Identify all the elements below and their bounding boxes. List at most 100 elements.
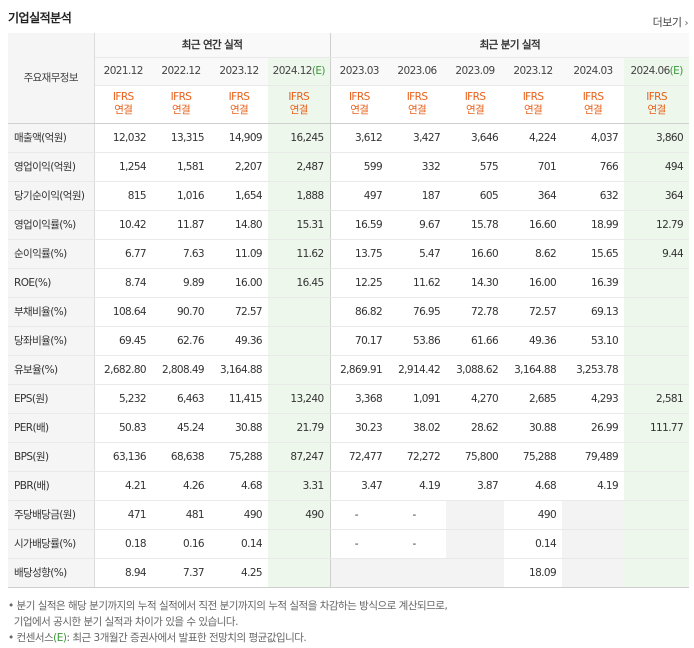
value-cell: 766	[562, 152, 625, 182]
value-cell	[446, 529, 505, 559]
value-cell: 70.17	[329, 326, 389, 356]
row-label: ROE(%)	[8, 268, 95, 298]
value-cell: 5,232	[94, 383, 152, 414]
value-cell: 471	[94, 499, 152, 530]
row-label: PBR(배)	[8, 471, 95, 501]
period-header: 2023.03	[329, 57, 389, 86]
value-cell	[388, 558, 447, 588]
value-cell: 72,272	[388, 442, 447, 472]
table-row: 당기순이익(억원) 815 1,016 1,654 1,888 497 187 605 364 6…	[8, 181, 690, 211]
value-cell: 1,254	[94, 152, 152, 182]
footnote-quarterly: • 분기 실적은 해당 분기까지의 누적 실적에서 직전 분기까지의 누적 실적…	[8, 600, 448, 612]
value-cell: -	[388, 529, 447, 559]
value-cell: 490	[268, 499, 331, 530]
value-cell	[268, 355, 331, 385]
footnotes: • 분기 실적은 해당 분기까지의 누적 실적에서 직전 분기까지의 누적 실적…	[8, 598, 448, 646]
value-cell: 4,270	[446, 383, 505, 414]
value-cell: 575	[446, 152, 505, 182]
value-cell	[268, 558, 331, 588]
table-row: 유보율(%) 2,682.80 2,808.49 3,164.88 2,869.91 2,…	[8, 355, 690, 385]
table-row: 매출액(억원) 12,032 13,315 14,909 16,245 3,612 3,42…	[8, 123, 690, 153]
table-row: 영업이익률(%) 10.42 11.87 14.80 15.31 16.59 9.67 15.…	[8, 209, 690, 240]
value-cell: 8.94	[94, 558, 152, 588]
value-cell: 72.57	[504, 296, 563, 327]
more-link[interactable]: 더보기 ›	[652, 14, 689, 30]
table-row: EPS(원) 5,232 6,463 11,415 13,240 3,368 1,091 4,…	[8, 383, 690, 414]
value-cell: 490	[504, 499, 563, 530]
value-cell	[446, 558, 505, 588]
period-header: 2023.06	[388, 57, 447, 86]
value-cell: 14.80	[210, 209, 268, 240]
value-cell: 30.88	[210, 413, 268, 443]
value-cell: 79,489	[562, 442, 625, 472]
value-cell: -	[388, 499, 447, 530]
value-cell: 11.62	[268, 239, 331, 269]
value-cell: 72.78	[446, 296, 505, 327]
value-cell: 6.77	[94, 239, 152, 269]
value-cell	[562, 558, 625, 588]
value-cell: 3,253.78	[562, 355, 625, 385]
value-cell: 3,860	[624, 123, 690, 153]
value-cell: 3,368	[329, 383, 389, 414]
value-cell: 2,914.42	[388, 355, 447, 385]
row-label: 배당성향(%)	[8, 558, 95, 588]
value-cell: 4.21	[94, 471, 152, 501]
value-cell: 49.36	[504, 326, 563, 356]
financial-table: 주요재무정보 최근 연간 실적 최근 분기 실적 2021.12 2022.12 2…	[8, 33, 690, 588]
value-cell: 3,427	[388, 123, 447, 153]
table-row: 주당배당금(원) 471 481 490 490- -490	[8, 499, 690, 530]
period-header: 2023.09	[446, 57, 505, 86]
ifrs-consolidated-label: IFRS 연결	[562, 85, 625, 124]
value-cell: 497	[329, 181, 389, 211]
value-cell: 815	[94, 181, 152, 211]
row-label: 부채비율(%)	[8, 296, 95, 327]
value-cell	[624, 355, 690, 385]
value-cell	[268, 296, 331, 327]
row-label: 당기순이익(억원)	[8, 181, 95, 211]
ifrs-consolidated-label: IFRS 연결	[504, 85, 563, 124]
value-cell	[624, 499, 690, 530]
row-label: 영업이익률(%)	[8, 209, 95, 240]
table-row: BPS(원) 63,136 68,638 75,288 87,247 72,477 72,2…	[8, 442, 690, 472]
row-label: PER(배)	[8, 413, 95, 443]
value-cell: 15.65	[562, 239, 625, 269]
value-cell: 4,037	[562, 123, 625, 153]
period-header: 2023.12	[210, 57, 268, 86]
value-cell	[624, 529, 690, 559]
value-cell: 26.99	[562, 413, 625, 443]
more-label: 더보기	[652, 16, 682, 29]
value-cell: 21.79	[268, 413, 331, 443]
value-cell	[624, 268, 690, 298]
value-cell	[329, 558, 389, 588]
value-cell: 16.59	[329, 209, 389, 240]
value-cell	[268, 326, 331, 356]
value-cell: 2,682.80	[94, 355, 152, 385]
value-cell: 332	[388, 152, 447, 182]
value-cell: 13,315	[152, 123, 210, 153]
value-cell: 2,207	[210, 152, 268, 182]
value-cell: 10.42	[94, 209, 152, 240]
value-cell	[268, 529, 331, 559]
value-cell: -	[329, 529, 389, 559]
value-cell: -	[329, 499, 389, 530]
value-cell: 53.10	[562, 326, 625, 356]
value-cell: 6,463	[152, 383, 210, 414]
value-cell	[446, 499, 505, 530]
value-cell: 1,581	[152, 152, 210, 182]
value-cell: 15.78	[446, 209, 505, 240]
value-cell: 632	[562, 181, 625, 211]
period-header: 2024.03	[562, 57, 625, 86]
value-cell: 4,293	[562, 383, 625, 414]
value-cell: 75,288	[210, 442, 268, 472]
value-cell: 18.09	[504, 558, 563, 588]
value-cell: 38.02	[388, 413, 447, 443]
row-label: 당좌비율(%)	[8, 326, 95, 356]
value-cell: 16.39	[562, 268, 625, 298]
value-cell: 1,888	[268, 181, 331, 211]
value-cell: 7.63	[152, 239, 210, 269]
value-cell: 63,136	[94, 442, 152, 472]
value-cell: 0.18	[94, 529, 152, 559]
value-cell: 9.44	[624, 239, 690, 269]
table-row: 부채비율(%) 108.64 90.70 72.57 86.82 76.95 72.78 72…	[8, 296, 690, 327]
ifrs-consolidated-label: IFRS 연결	[210, 85, 268, 124]
